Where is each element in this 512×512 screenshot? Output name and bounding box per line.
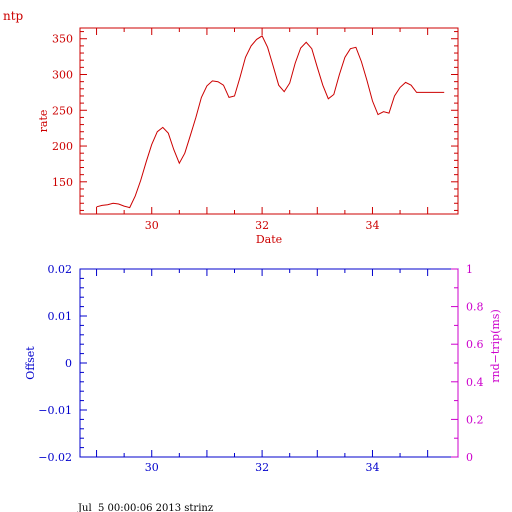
footer-timestamp: Jul 5 00:00:06 2013 strinz bbox=[77, 503, 213, 512]
offset-plot-frame bbox=[79, 268, 459, 458]
rate-x-ticks: 30 32 34 bbox=[96, 28, 429, 232]
roundtrip-y-tick-label: 1 bbox=[466, 263, 473, 276]
offset-y-tick-label: −0.01 bbox=[38, 404, 72, 417]
rate-y-tick-label: 150 bbox=[52, 176, 73, 189]
offset-x-tick-label: 30 bbox=[145, 461, 159, 474]
roundtrip-y-tick-label: 0.8 bbox=[466, 301, 484, 314]
roundtrip-y-tick-label: 0 bbox=[466, 451, 473, 464]
offset-x-tick-label: 34 bbox=[365, 461, 379, 474]
rate-y-tick-label: 300 bbox=[52, 69, 73, 82]
rate-chart: 150 200 250 300 350 30 32 34 Date rate bbox=[37, 27, 459, 246]
roundtrip-y-axis-label: rnd−trip(ms) bbox=[489, 309, 502, 383]
rate-x-axis-label: Date bbox=[256, 233, 282, 246]
offset-y-axis-label: Offset bbox=[24, 346, 37, 380]
offset-y-tick-label: 0.02 bbox=[48, 263, 73, 276]
rate-plot-frame bbox=[79, 27, 459, 215]
rate-x-tick-label: 30 bbox=[145, 219, 159, 232]
offset-y-tick-label: 0.01 bbox=[48, 310, 73, 323]
rate-y-tick-label: 200 bbox=[52, 140, 73, 153]
offset-y-tick-label: 0 bbox=[65, 357, 72, 370]
rate-y-axis-label: rate bbox=[37, 110, 50, 133]
rate-y-tick-label: 350 bbox=[52, 33, 73, 46]
rate-y-tick-label: 250 bbox=[52, 104, 73, 117]
rate-x-tick-label: 34 bbox=[365, 219, 379, 232]
offset-x-ticks: 30 32 34 bbox=[96, 269, 429, 474]
rate-x-tick-label: 32 bbox=[255, 219, 269, 232]
roundtrip-y-tick-label: 0.6 bbox=[466, 338, 484, 351]
offset-y-tick-label: −0.02 bbox=[38, 451, 72, 464]
roundtrip-y-tick-label: 0.2 bbox=[466, 413, 484, 426]
roundtrip-y-tick-label: 0.4 bbox=[466, 376, 484, 389]
offset-y-ticks: −0.02 −0.01 0 0.01 0.02 bbox=[38, 263, 87, 464]
rate-series-line bbox=[96, 35, 445, 209]
rate-y-ticks: 150 200 250 300 350 bbox=[52, 31, 458, 211]
roundtrip-y-ticks: 0 0.2 0.4 0.6 0.8 1 bbox=[451, 263, 484, 464]
offset-x-tick-label: 32 bbox=[255, 461, 269, 474]
ntp-label: ntp bbox=[3, 9, 24, 23]
